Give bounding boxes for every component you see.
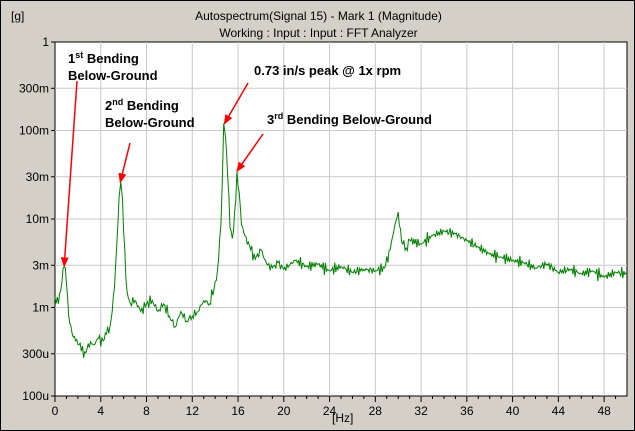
chart-title: Autospectrum(Signal 15) - Mark 1 (Magnit… — [195, 9, 442, 23]
y-axis-ticks: 1 300m 100m 30m 10m 3m 1m 300u 100u — [19, 35, 55, 403]
y-tick-label: 30m — [26, 170, 49, 184]
y-tick-label: 100u — [22, 389, 49, 403]
x-tick-label: 0 — [52, 404, 59, 418]
x-tick-label: 12 — [186, 404, 200, 418]
peak-speed-label-text: 0.73 in/s peak @ 1x rpm — [254, 63, 401, 78]
x-tick-label: 20 — [277, 404, 291, 418]
y-unit-label: [g] — [11, 9, 25, 23]
second-bending-label: 2nd Bending — [105, 97, 179, 113]
annotations: 1st Bending Below-Ground 2nd Bending Below-… — [60, 50, 432, 268]
x-tick-label: 24 — [323, 404, 337, 418]
chart-subtitle: Working : Input : Input : FFT Analyzer — [219, 26, 418, 40]
second-bending-label-text: 2 — [105, 98, 112, 113]
first-bending-label: 1st Bending — [68, 50, 139, 66]
third-bending-label-sup: rd — [274, 111, 283, 121]
third-bending-label: 3rd Bending Below-Ground — [267, 111, 432, 127]
second-bending-label: Below-Ground — [105, 115, 195, 130]
peak-speed-arrow — [223, 82, 249, 125]
third-bending-arrow — [236, 133, 264, 173]
second-bending-arrow — [118, 142, 131, 184]
x-tick-label: 8 — [143, 404, 150, 418]
third-bending-label-text: 3 — [267, 112, 274, 127]
spectrum-series — [54, 123, 628, 358]
y-tick-label: 100m — [19, 124, 49, 138]
x-tick-label: 40 — [506, 404, 520, 418]
spectrum-line — [54, 123, 628, 358]
first-bending-label-sup: st — [75, 50, 83, 60]
x-tick-label: 4 — [97, 404, 104, 418]
y-tick-label: 300u — [22, 347, 49, 361]
second-bending-label-rest: Bending — [123, 98, 179, 113]
x-tick-label: 16 — [231, 404, 245, 418]
y-tick-label: 3m — [32, 258, 49, 272]
third-bending-label-rest: Bending Below-Ground — [283, 112, 432, 127]
y-tick-label: 1m — [32, 301, 49, 315]
y-tick-label: 10m — [26, 212, 49, 226]
x-tick-label: 32 — [414, 404, 428, 418]
x-tick-label: 36 — [460, 404, 474, 418]
first-bending-arrow — [60, 80, 78, 268]
x-tick-label: 28 — [369, 404, 383, 418]
first-bending-label-rest: Bending — [83, 51, 139, 66]
y-tick-label: 1 — [42, 35, 49, 49]
first-bending-label-text: Below-Ground — [68, 68, 158, 83]
second-bending-label-sup: nd — [112, 97, 123, 107]
peak-speed-label: 0.73 in/s peak @ 1x rpm — [254, 63, 401, 78]
second-bending-label-text: Below-Ground — [105, 115, 195, 130]
first-bending-label-text: 1 — [68, 51, 75, 66]
x-tick-label: 48 — [597, 404, 611, 418]
first-bending-label: Below-Ground — [68, 68, 158, 83]
x-unit-label: [Hz] — [332, 411, 354, 425]
x-tick-label: 44 — [552, 404, 566, 418]
y-tick-label: 300m — [19, 81, 49, 95]
x-axis-ticks: 0 4 8 12 16 20 24 28 32 36 40 44 48 — [52, 396, 617, 418]
